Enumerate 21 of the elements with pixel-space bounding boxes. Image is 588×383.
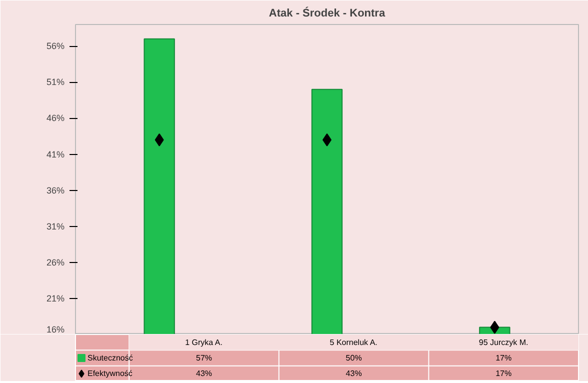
x-tick-label: 95 Jurczyk M. [478, 338, 528, 347]
text: 17% [496, 354, 512, 362]
text: 43% [346, 369, 362, 378]
y-tick-label: 51% [46, 77, 64, 88]
y-tick-label: 56% [46, 41, 64, 52]
text: 17% [496, 369, 512, 378]
text: 43% [196, 369, 212, 378]
y-tick-label: 46% [46, 113, 64, 124]
legend-label: Efektywność [87, 369, 132, 378]
chart-title: Atak - Środek - Kontra [268, 6, 386, 20]
y-tick-label: 36% [46, 185, 64, 196]
legend-label: Skuteczność [87, 354, 133, 362]
y-tick-label: 16% [46, 324, 64, 334]
text: 57% [196, 354, 212, 362]
y-tick-label: 41% [46, 149, 64, 160]
x-tick-label: 5 Korneluk A. [330, 338, 378, 347]
text: 50% [346, 354, 362, 362]
y-tick-label: 26% [46, 257, 64, 268]
x-tick-label: 1 Gryka A. [185, 338, 222, 347]
y-tick-label: 21% [46, 293, 64, 304]
y-tick-label: 31% [46, 221, 64, 232]
